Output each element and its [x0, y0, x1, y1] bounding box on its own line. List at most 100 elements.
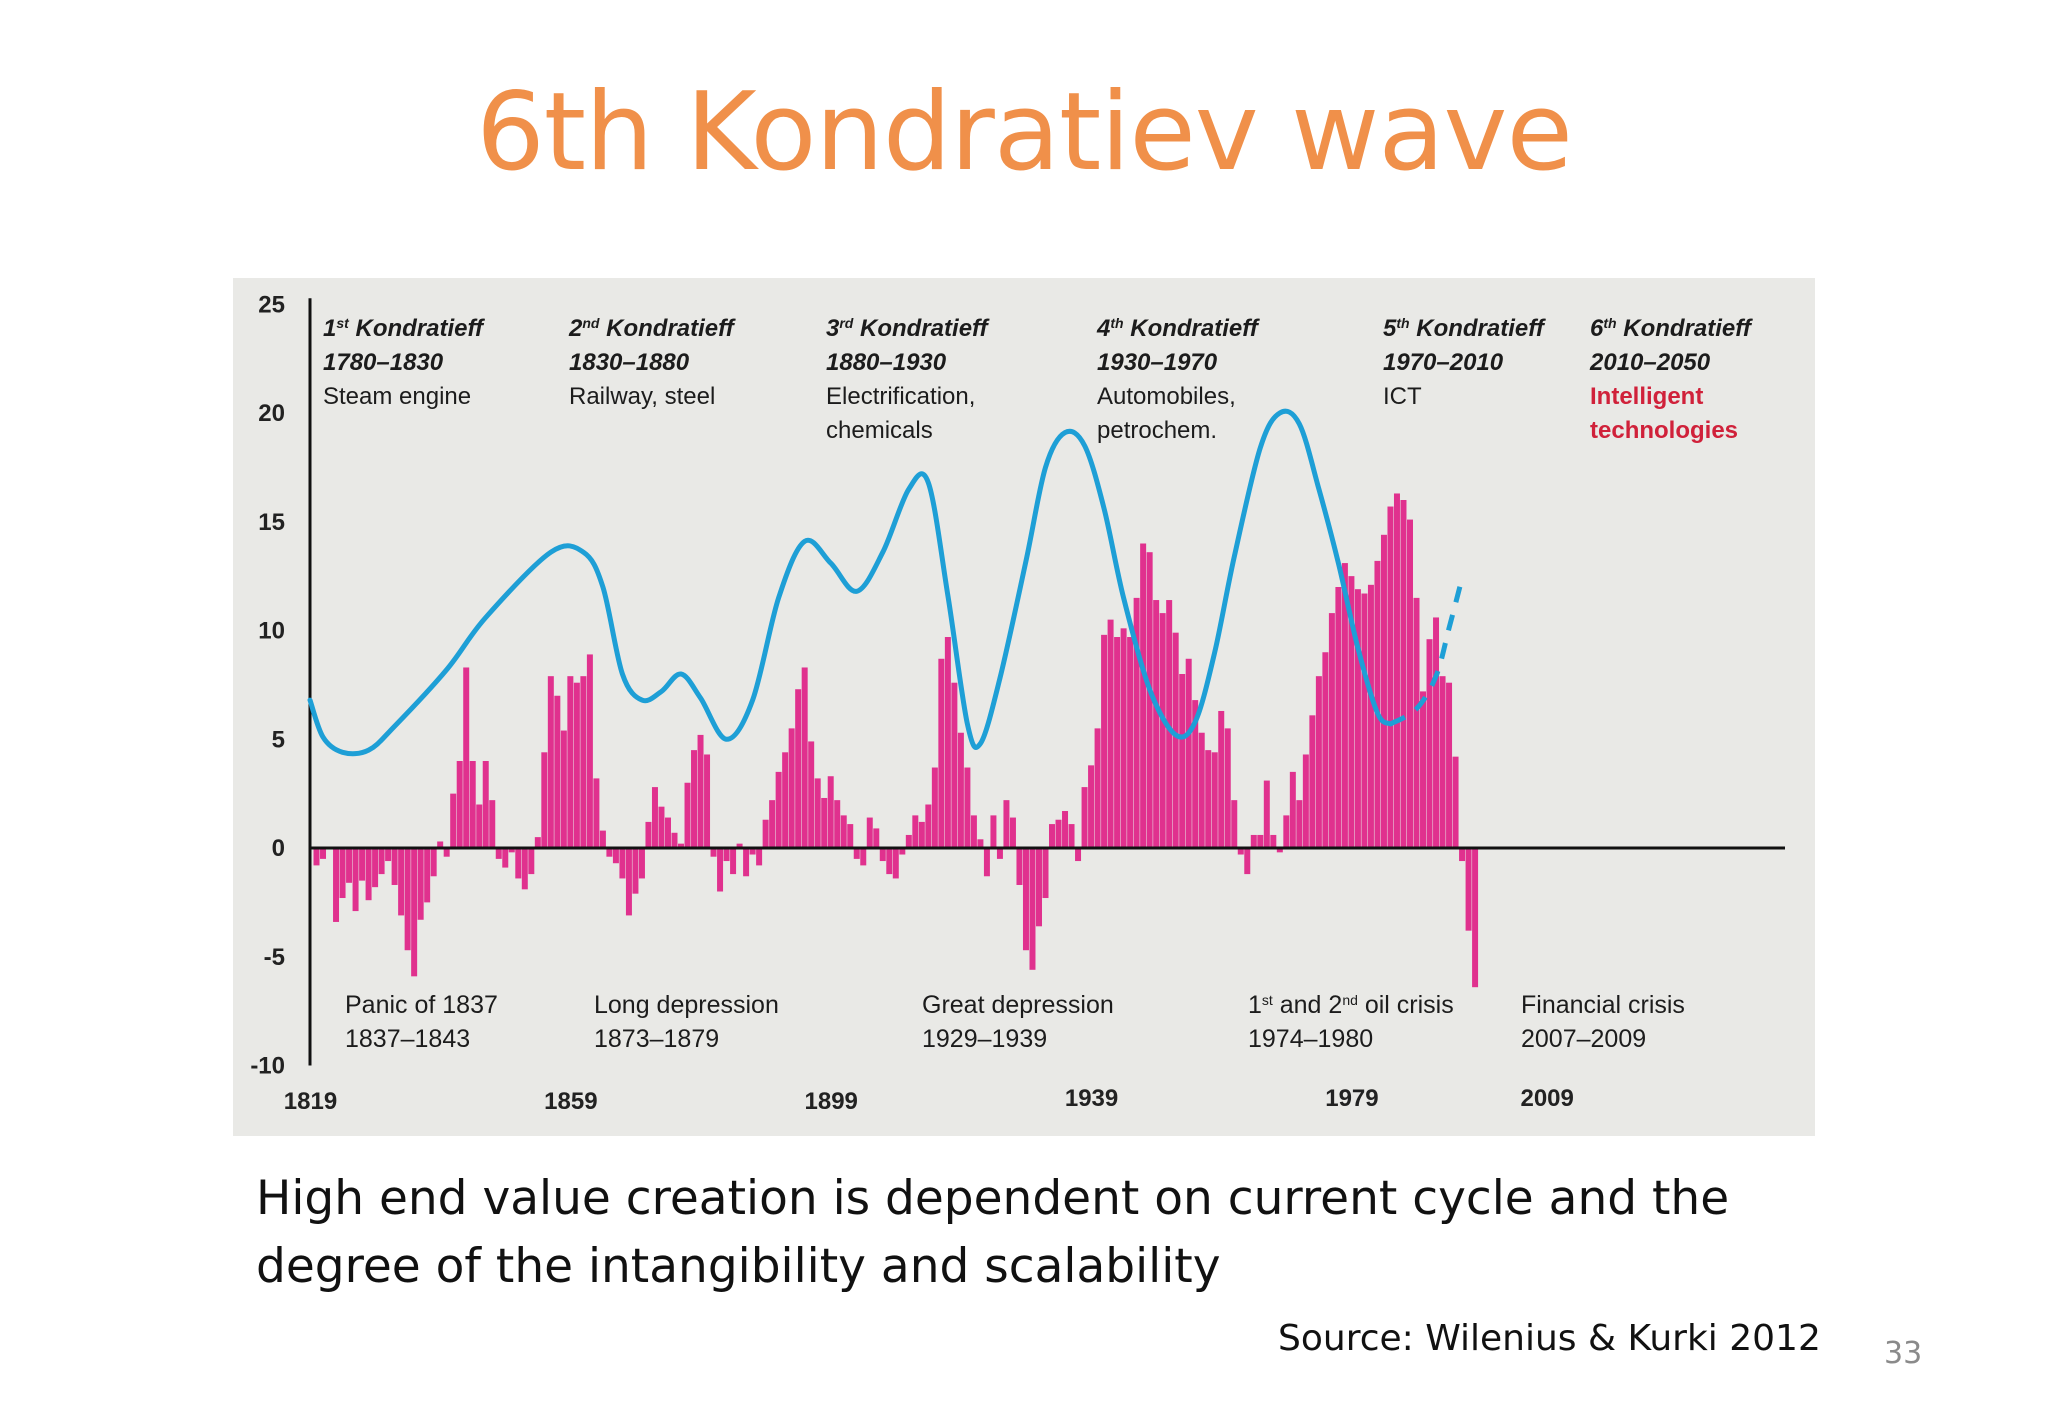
k-wave-years: 2010–2050	[1589, 349, 1711, 376]
caption-line-1: High end value creation is dependent on …	[256, 1171, 1730, 1226]
bar	[1328, 613, 1335, 848]
bar	[593, 778, 600, 848]
bar	[944, 637, 951, 848]
y-tick-label: 5	[272, 726, 285, 753]
bar	[1231, 800, 1238, 848]
bar	[1237, 848, 1244, 855]
bar	[671, 832, 678, 848]
bar	[1049, 824, 1055, 848]
crisis-label: 1st and 2nd oil crisis	[1248, 991, 1454, 1019]
bar	[860, 848, 867, 866]
kondratieff-chart: 25 20 15 10 5 0 -5 -10 1819 1859 1899 1939 1979 2009 1…	[233, 278, 1815, 1136]
bar	[1224, 728, 1231, 849]
bar	[892, 848, 899, 879]
bar	[821, 797, 828, 848]
bar	[515, 848, 522, 879]
crisis-label: Financial crisis	[1521, 991, 1685, 1019]
bar	[795, 689, 802, 848]
k-wave-years: 1780–1830	[323, 349, 444, 376]
bar	[534, 837, 541, 849]
wave-line	[307, 408, 1393, 757]
crisis-years: 1873–1879	[594, 1025, 719, 1053]
bar	[775, 771, 782, 849]
bar	[886, 848, 893, 875]
bar	[658, 806, 665, 848]
caption: High end value creation is dependent on …	[256, 1165, 1816, 1301]
bar	[1387, 506, 1394, 848]
bar	[612, 848, 619, 864]
bar	[606, 848, 613, 857]
k-wave-label: 3rd Kondratieff	[826, 315, 990, 342]
bar	[710, 848, 717, 857]
caption-line-2: degree of the intangibility and scalabil…	[256, 1239, 1221, 1294]
slide-title: 6th Kondratiev wave	[476, 70, 1573, 195]
bar	[1022, 848, 1029, 951]
bar	[1166, 600, 1173, 848]
bar	[925, 804, 932, 848]
k-wave-label: 6th Kondratieff	[1590, 315, 1753, 342]
bar	[691, 750, 698, 849]
bar	[489, 800, 496, 848]
bar	[847, 824, 854, 848]
bar	[651, 787, 658, 848]
bar	[1172, 632, 1179, 848]
bar	[573, 682, 580, 848]
bar	[782, 752, 789, 848]
crisis-years: 1929–1939	[922, 1025, 1047, 1053]
bar	[437, 841, 444, 848]
source-note: Source: Wilenius & Kurki 2012	[1278, 1318, 1821, 1359]
bar	[619, 848, 626, 879]
bar	[346, 848, 353, 883]
k-wave-technology: chemicals	[826, 417, 933, 444]
bar	[1361, 593, 1368, 848]
x-tick-label: 1859	[544, 1088, 597, 1115]
bar	[398, 848, 405, 916]
bar	[508, 848, 515, 853]
bar	[463, 667, 470, 848]
bar	[912, 815, 919, 849]
bar	[853, 848, 860, 859]
bar	[749, 848, 756, 855]
bar	[1062, 811, 1069, 848]
bar	[320, 848, 327, 859]
bar	[1042, 848, 1049, 899]
bar	[905, 834, 912, 848]
bar	[678, 843, 684, 848]
bar	[723, 848, 730, 862]
k-wave-label: 2nd Kondratieff	[568, 315, 736, 342]
bar	[411, 848, 418, 977]
bar	[1133, 597, 1140, 849]
bar	[580, 676, 587, 848]
bar	[1101, 634, 1108, 848]
bar	[938, 658, 945, 848]
k-wave-years: 1930–1970	[1097, 349, 1218, 376]
bar	[417, 848, 424, 920]
bar	[547, 676, 554, 848]
bar	[333, 848, 340, 922]
bar	[1140, 543, 1147, 848]
bar	[1055, 819, 1062, 848]
k-wave-technology: petrochem.	[1097, 417, 1217, 444]
bar	[1348, 576, 1355, 849]
bar	[1452, 756, 1459, 848]
bar	[495, 848, 502, 859]
bar	[1107, 619, 1114, 849]
bar	[1420, 691, 1427, 848]
bar	[1068, 824, 1075, 848]
bar	[1367, 584, 1374, 848]
bar	[1009, 817, 1016, 848]
y-tick-label: 15	[258, 509, 285, 536]
bar	[1198, 732, 1205, 848]
bar	[1263, 780, 1270, 848]
bar	[1244, 848, 1251, 875]
bar	[1426, 639, 1433, 848]
crisis-years: 2007–2009	[1521, 1025, 1646, 1053]
k-wave-label: 5th Kondratieff	[1383, 315, 1546, 342]
bar	[391, 848, 398, 885]
bar	[365, 848, 372, 901]
bar	[1302, 754, 1309, 848]
k-wave-technology: Intelligent	[1590, 383, 1703, 410]
bar	[983, 848, 990, 877]
bar	[1374, 560, 1381, 848]
bar	[899, 848, 906, 855]
